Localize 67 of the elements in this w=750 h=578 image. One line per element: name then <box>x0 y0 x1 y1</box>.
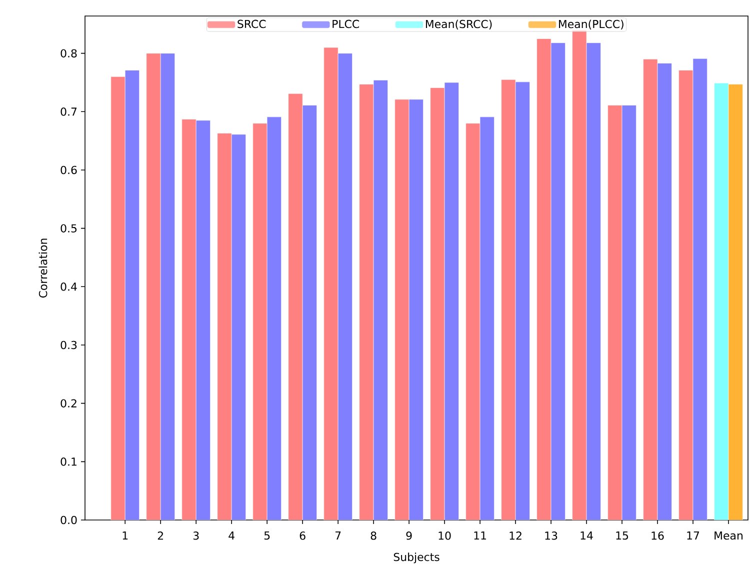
legend-label: PLCC <box>332 20 359 28</box>
x-tick-label: 3 <box>193 532 199 540</box>
y-tick-label: 0.7 <box>60 108 77 116</box>
bar <box>501 79 516 520</box>
x-tick-label: 6 <box>300 532 306 540</box>
x-tick-label: 5 <box>264 532 270 540</box>
bar <box>124 70 140 520</box>
bar <box>586 42 601 520</box>
bar <box>359 84 374 520</box>
bar <box>515 82 530 520</box>
legend-label: Mean(SRCC) <box>426 20 492 30</box>
x-tick-label: 1 <box>122 532 128 540</box>
x-axis-title: Subjects <box>394 552 440 564</box>
bar <box>324 47 338 520</box>
y-tick-label: 0.4 <box>60 282 77 291</box>
bar <box>658 63 672 520</box>
bar <box>196 120 210 520</box>
x-tick-label: 12 <box>510 532 522 540</box>
x-tick-label: 16 <box>652 532 664 540</box>
bar <box>608 105 622 520</box>
x-tick-label: 17 <box>687 532 700 540</box>
x-tick-label: 10 <box>438 532 451 540</box>
bar <box>231 134 246 520</box>
bar <box>643 59 658 520</box>
bar <box>692 58 708 520</box>
x-tick-label: 14 <box>580 532 593 540</box>
x-tick-label: 4 <box>228 532 234 540</box>
bar <box>338 53 352 520</box>
legend-label: Mean(PLCC) <box>559 20 624 30</box>
x-tick-label: 7 <box>335 532 341 540</box>
y-axis-title: Correlation <box>38 238 48 298</box>
bar <box>480 116 494 520</box>
bar <box>146 53 161 520</box>
bar <box>110 76 126 520</box>
x-tick-label: 8 <box>370 532 376 540</box>
bar <box>466 123 480 520</box>
y-tick-label: 0.2 <box>60 399 76 408</box>
bar <box>266 116 282 520</box>
x-tick-label: Mean <box>714 532 742 540</box>
y-tick-label: 0.5 <box>60 224 77 232</box>
bar <box>572 30 587 520</box>
bar <box>252 123 268 520</box>
x-tick-label: 15 <box>616 532 628 540</box>
bar <box>302 105 317 520</box>
bar <box>678 70 694 520</box>
y-tick-label: 0.8 <box>60 49 77 58</box>
bar <box>536 38 552 520</box>
bar <box>394 99 410 520</box>
bar <box>430 88 445 520</box>
bar <box>622 105 636 520</box>
bar <box>408 99 424 520</box>
y-tick-label: 0.6 <box>60 166 77 174</box>
x-tick-label: 11 <box>474 532 486 540</box>
legend-label: SRCC <box>238 20 266 28</box>
bar <box>217 133 232 520</box>
bar <box>373 80 388 520</box>
x-tick-label: 13 <box>545 532 558 540</box>
bar <box>160 53 175 520</box>
x-tick-label: 9 <box>406 532 412 540</box>
bar <box>182 119 196 520</box>
bar <box>288 93 303 520</box>
y-tick-label: 0.1 <box>60 458 76 466</box>
bar <box>444 82 459 520</box>
x-tick-label: 2 <box>158 532 163 540</box>
bar <box>550 42 566 520</box>
y-tick-label: 0.3 <box>60 340 77 350</box>
y-tick-label: 0.0 <box>60 516 77 524</box>
